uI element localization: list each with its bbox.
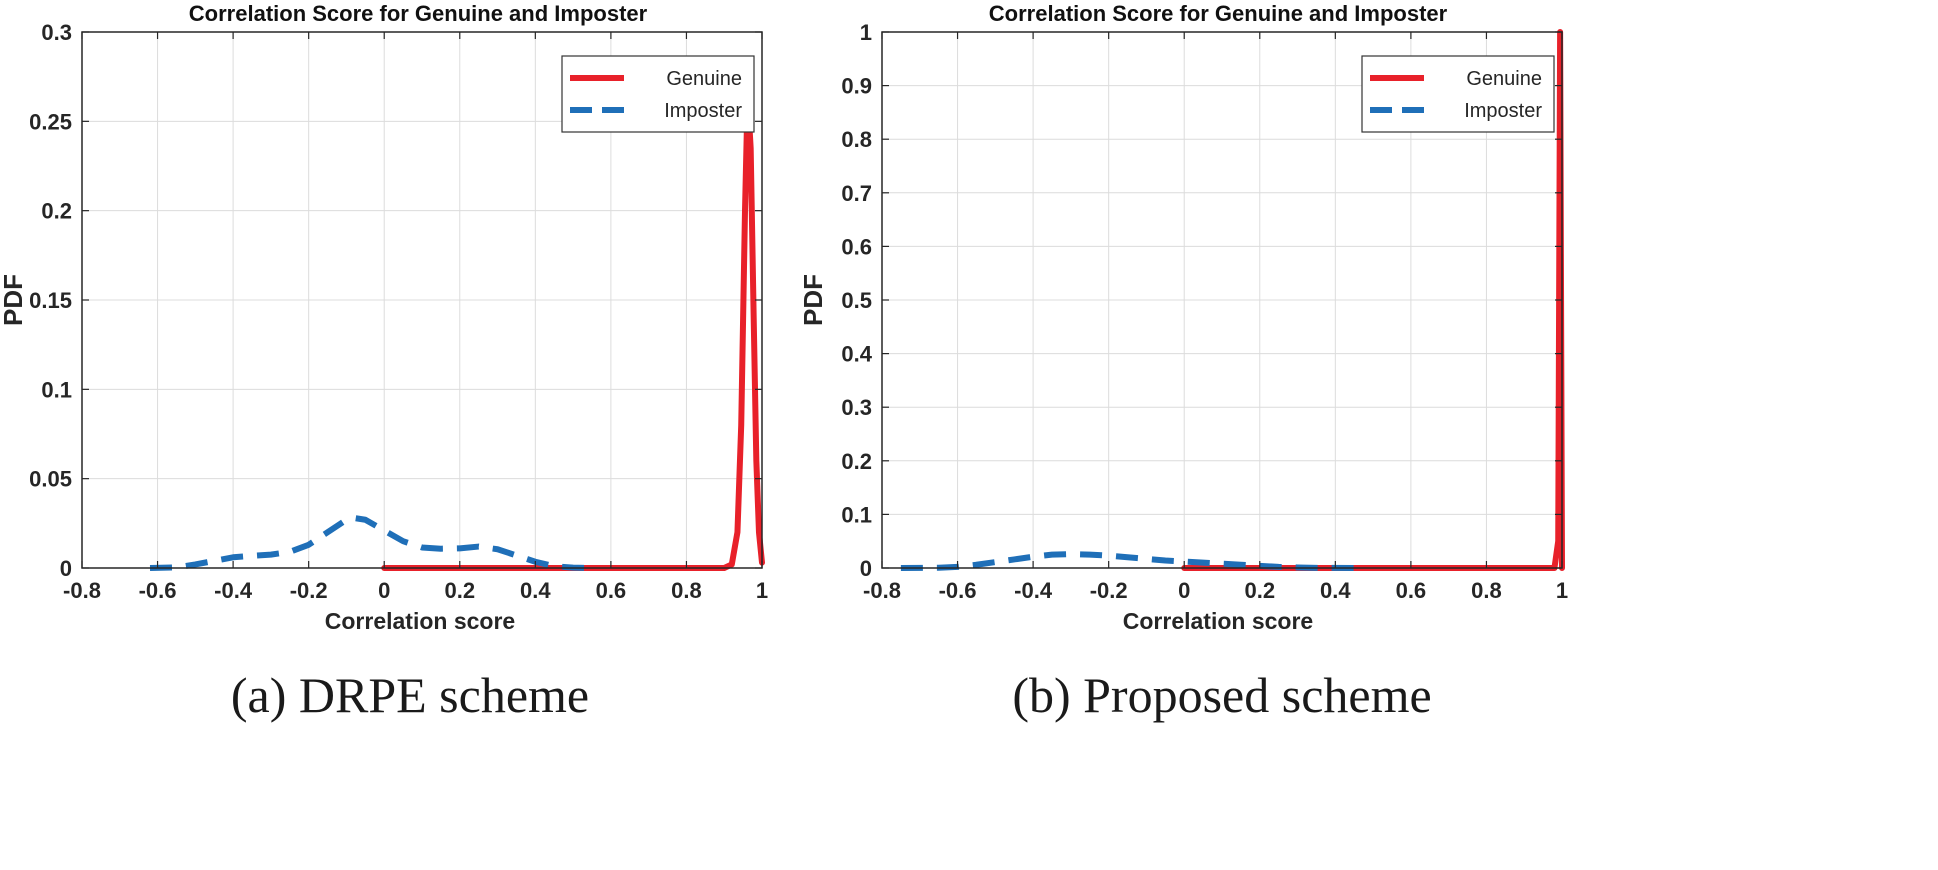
x-tick-label: -0.8 — [63, 578, 101, 603]
y-tick-label: 0.6 — [841, 234, 872, 259]
y-axis-label: PDF — [798, 274, 828, 326]
x-tick-label: -0.4 — [1014, 578, 1053, 603]
y-tick-label: 0 — [60, 556, 72, 581]
legend: Genuine Imposter — [1361, 55, 1555, 133]
x-tick-label: 0.2 — [444, 578, 475, 603]
figure-caption: (a) DRPE scheme — [231, 667, 589, 723]
legend-box — [1361, 55, 1555, 133]
y-axis-label: PDF — [0, 274, 28, 326]
y-tick-label: 0.2 — [841, 449, 872, 474]
y-tick-label: 0.8 — [841, 127, 872, 152]
x-tick-label: 0.8 — [1471, 578, 1502, 603]
x-tick-label: 0.4 — [520, 578, 551, 603]
chart-panel-1: -0.8 -0.6 -0.4 -0.2 0 0.2 0.4 0.6 0.8 1 0 0.05 0.1 0.… — [0, 1, 768, 723]
legend-label-genuine: Genuine — [1466, 68, 1542, 90]
legend: Genuine Imposter — [561, 55, 755, 133]
y-tick-label: 0.9 — [841, 74, 872, 99]
x-axis-label: Correlation score — [1123, 608, 1313, 634]
y-tick-label: 0.1 — [41, 377, 72, 402]
x-tick-label: 0.6 — [1396, 578, 1427, 603]
x-tick-label: 0.4 — [1320, 578, 1351, 603]
y-tick-label: 0.05 — [29, 467, 72, 492]
x-tick-label: 1 — [756, 578, 768, 603]
x-tick-label: -0.6 — [139, 578, 177, 603]
legend-label-imposter: Imposter — [1464, 100, 1542, 122]
legend-label-genuine: Genuine — [666, 68, 742, 90]
y-tick-label: 0.25 — [29, 109, 72, 134]
x-tick-label: 0.2 — [1244, 578, 1275, 603]
y-tick-label: 0.15 — [29, 288, 72, 313]
x-tick-label: -0.2 — [290, 578, 328, 603]
x-tick-label: 1 — [1556, 578, 1568, 603]
y-tick-label: 0.3 — [41, 20, 72, 45]
x-tick-label: 0 — [1178, 578, 1190, 603]
figure-caption: (b) Proposed scheme — [1012, 667, 1431, 723]
y-tick-label: 0.3 — [841, 395, 872, 420]
legend-box — [561, 55, 755, 133]
series-line-imposter — [149, 514, 593, 571]
y-tick-label: 0.1 — [841, 502, 872, 527]
x-tick-label: -0.2 — [1090, 578, 1128, 603]
x-tick-label: -0.4 — [214, 578, 253, 603]
chart-title: Correlation Score for Genuine and Impost… — [989, 1, 1448, 26]
y-tick-label: 0.4 — [841, 342, 872, 367]
x-tick-label: -0.6 — [939, 578, 977, 603]
legend-label-imposter: Imposter — [664, 100, 742, 122]
x-tick-label: 0.8 — [671, 578, 702, 603]
y-tick-label: 0.2 — [41, 199, 72, 224]
x-axis-label: Correlation score — [325, 608, 515, 634]
x-tick-label: 0.6 — [596, 578, 627, 603]
chart-panel-2: -0.8 -0.6 -0.4 -0.2 0 0.2 0.4 0.6 0.8 1 0 0.1 0.2 0.3… — [798, 1, 1568, 723]
x-tick-label: 0 — [378, 578, 390, 603]
y-tick-label: 0.5 — [841, 288, 872, 313]
series-line-imposter — [900, 551, 1355, 571]
y-tick-label: 0.7 — [841, 181, 872, 206]
chart-title: Correlation Score for Genuine and Impost… — [189, 1, 648, 26]
x-tick-label: -0.8 — [863, 578, 901, 603]
y-tick-label: 0 — [860, 556, 872, 581]
y-tick-label: 1 — [860, 20, 872, 45]
